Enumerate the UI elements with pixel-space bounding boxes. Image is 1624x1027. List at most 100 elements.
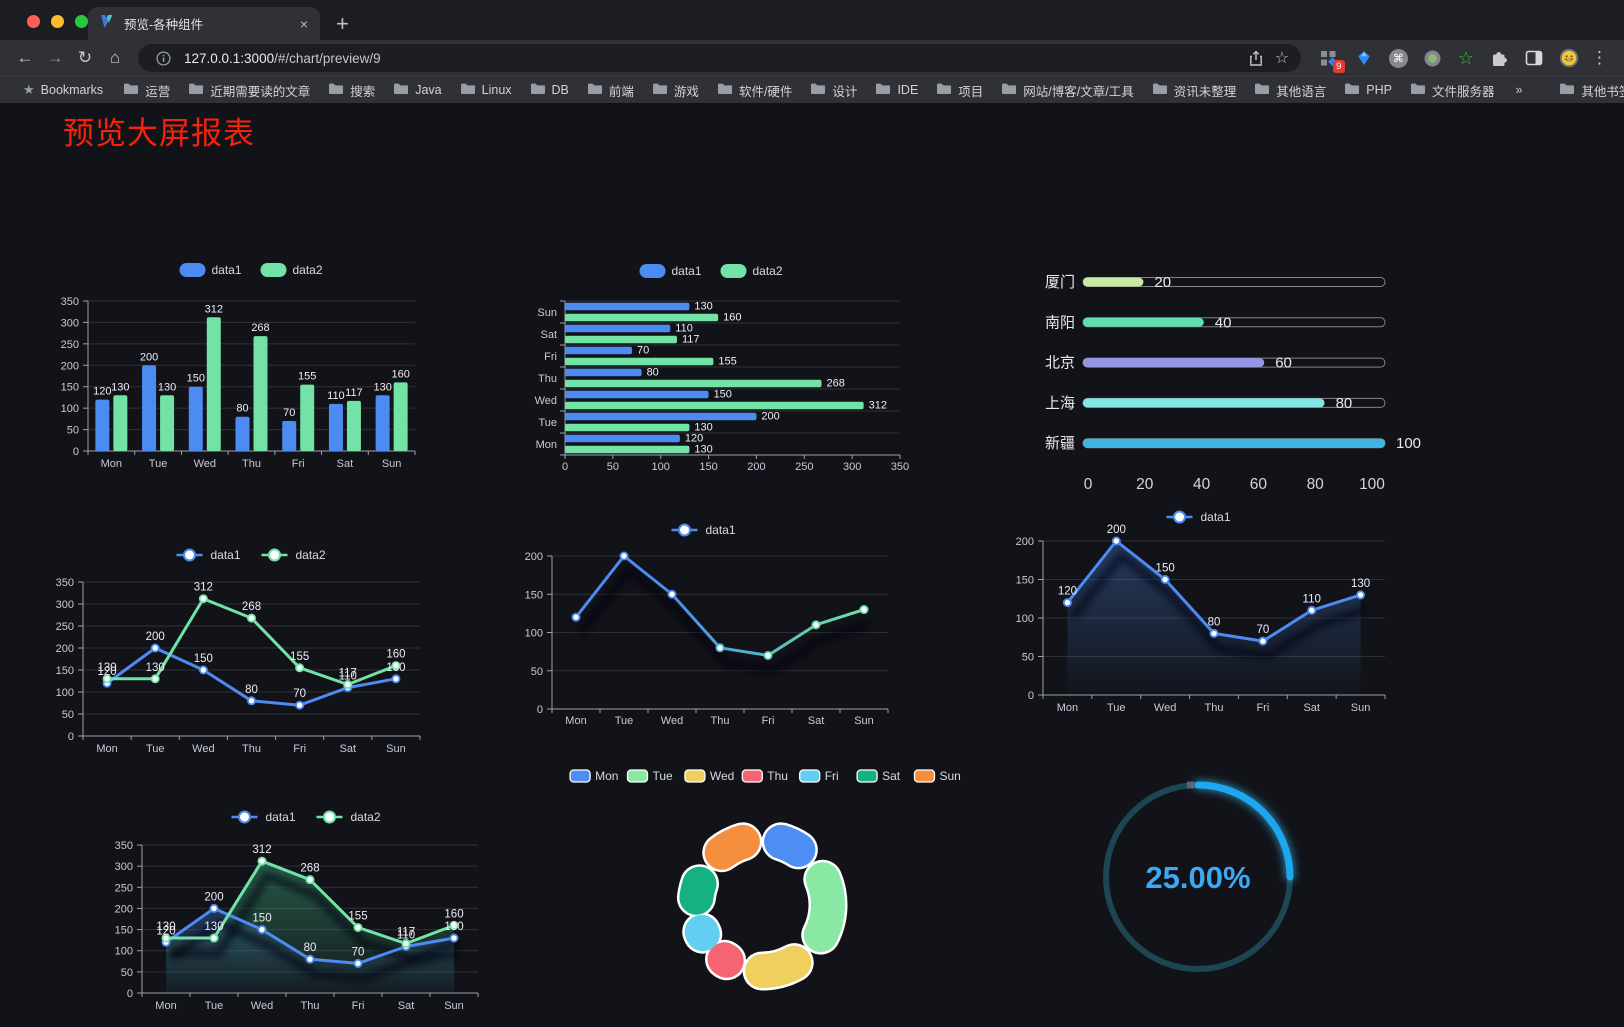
svg-text:200: 200: [1107, 524, 1126, 536]
grouped-bar-svg: 0 50 100 150 200 250 300 350 Mon Tue Wed Thu Fri Sat S…: [61, 263, 416, 470]
folder-icon: [1559, 82, 1575, 98]
bookmark-star-icon[interactable]: ☆: [1274, 50, 1290, 67]
back-button[interactable]: ←: [16, 48, 34, 67]
svg-text:Fri: Fri: [544, 351, 557, 363]
svg-text:100: 100: [56, 687, 74, 699]
home-button[interactable]: ⌂: [109, 48, 121, 67]
page-info-icon[interactable]: [150, 50, 176, 66]
share-icon[interactable]: [1243, 50, 1269, 67]
bookmark-folder-item[interactable]: 软件/硬件: [708, 78, 801, 103]
svg-text:Sun: Sun: [940, 769, 961, 783]
bookmark-folder-item[interactable]: 项目: [927, 78, 992, 103]
browser-menu-icon[interactable]: ⋮: [1591, 48, 1608, 67]
green-star-extension-icon[interactable]: ☆: [1457, 47, 1474, 68]
forward-button[interactable]: →: [46, 48, 64, 67]
folder-icon: [875, 82, 891, 98]
command-extension-icon[interactable]: ⌘: [1388, 48, 1408, 68]
svg-text:130: 130: [694, 422, 712, 434]
chart-line-two: 0 50 100 150 200 250 300 350 Mon Tue Wed Thu Fri Sat S…: [45, 528, 460, 760]
bookmark-folder-item[interactable]: 资讯未整理: [1143, 78, 1246, 103]
tab-close-icon[interactable]: ×: [299, 15, 308, 32]
svg-text:data1: data1: [706, 523, 736, 537]
window-controls[interactable]: [27, 15, 88, 28]
other-bookmarks[interactable]: 其他书签: [1550, 78, 1624, 103]
svg-text:Tue: Tue: [1107, 702, 1126, 714]
folder-icon: [1254, 82, 1270, 98]
svg-text:312: 312: [869, 400, 887, 412]
folder-icon: [1344, 82, 1360, 98]
line-two-series-svg: 0 50 100 150 200 250 300 350 Mon Tue Wed Thu Fri Sat S…: [56, 548, 421, 755]
bookmark-folder-item[interactable]: 前端: [578, 78, 643, 103]
bookmark-folder-item[interactable]: 搜索: [319, 78, 384, 103]
svg-text:70: 70: [293, 688, 306, 700]
svg-text:60: 60: [1250, 476, 1268, 493]
bookmarks-overflow-icon[interactable]: »: [1515, 83, 1523, 97]
maximize-window-button[interactable]: [75, 15, 88, 28]
gem-icon[interactable]: [1354, 48, 1374, 68]
svg-text:250: 250: [56, 621, 74, 633]
svg-text:120: 120: [156, 925, 175, 937]
bookmark-folder-item[interactable]: Linux: [451, 79, 521, 101]
extension-grid-icon[interactable]: 9: [1319, 48, 1345, 73]
svg-text:Tue: Tue: [653, 769, 674, 783]
sidebar-icon[interactable]: [1524, 48, 1544, 68]
svg-text:Thu: Thu: [242, 743, 261, 755]
profile-avatar[interactable]: [1559, 48, 1579, 68]
browser-chrome: 预览-各种组件 × + ← → ↻ ⌂ 127.0.0.1:3000/#/cha…: [0, 0, 1624, 103]
folder-icon: [1152, 82, 1168, 98]
new-tab-button[interactable]: +: [336, 11, 349, 36]
bookmark-folder-label: Linux: [481, 83, 512, 97]
svg-text:50: 50: [531, 666, 543, 678]
bookmark-folder-item[interactable]: 游戏: [643, 78, 708, 103]
svg-text:80: 80: [1208, 616, 1221, 628]
svg-text:Mon: Mon: [536, 439, 557, 451]
bookmark-folder-label: 前端: [608, 84, 634, 99]
svg-text:155: 155: [348, 910, 367, 922]
reload-button[interactable]: ↻: [77, 48, 93, 67]
bookmark-folder-label: 网站/博客/文章/工具: [1023, 84, 1134, 99]
address-bar[interactable]: 127.0.0.1:3000/#/chart/preview/9 ☆: [138, 44, 1301, 72]
svg-text:155: 155: [298, 371, 316, 383]
bookmark-folder-item[interactable]: DB: [521, 79, 578, 101]
bookmark-folder-item[interactable]: PHP: [1335, 79, 1401, 101]
svg-text:130: 130: [97, 662, 116, 674]
svg-text:120: 120: [97, 666, 116, 678]
svg-text:Thu: Thu: [1205, 702, 1224, 714]
svg-text:130: 130: [204, 921, 223, 933]
svg-text:120: 120: [1058, 586, 1077, 598]
puzzle-extensions-icon[interactable]: [1489, 48, 1509, 68]
svg-text:150: 150: [61, 382, 79, 394]
bookmark-folder-item[interactable]: Java: [384, 79, 450, 101]
svg-text:20: 20: [1136, 476, 1154, 493]
bookmark-folder-label: 近期需要读的文章: [210, 84, 311, 99]
browser-tab[interactable]: 预览-各种组件 ×: [88, 7, 320, 40]
bookmark-folder-label: IDE: [897, 83, 919, 97]
bookmark-folder-item[interactable]: 近期需要读的文章: [179, 78, 319, 103]
svg-text:120: 120: [685, 433, 703, 445]
page-title: 预览大屏报表: [63, 116, 255, 151]
record-circle-icon[interactable]: [1423, 48, 1443, 68]
svg-text:Wed: Wed: [251, 1000, 273, 1012]
svg-text:150: 150: [194, 653, 213, 665]
bookmarks-label: Bookmarks: [40, 83, 104, 97]
svg-text:350: 350: [56, 577, 74, 589]
bookmark-folder-item[interactable]: 文件服务器: [1401, 78, 1504, 103]
bookmark-folder-item[interactable]: 运营: [114, 78, 179, 103]
bookmark-folder-item[interactable]: 其他语言: [1245, 78, 1335, 103]
svg-text:150: 150: [187, 373, 205, 385]
minimize-window-button[interactable]: [51, 15, 64, 28]
bookmark-folder-item[interactable]: 设计: [801, 78, 866, 103]
close-window-button[interactable]: [27, 15, 40, 28]
svg-text:Wed: Wed: [194, 458, 216, 470]
bookmarks-root[interactable]: ★ Bookmarks: [14, 79, 112, 101]
svg-text:200: 200: [146, 631, 165, 643]
svg-text:70: 70: [352, 946, 365, 958]
svg-text:Sun: Sun: [444, 1000, 464, 1012]
svg-text:0: 0: [562, 461, 568, 473]
bookmark-folder-item[interactable]: 网站/博客/文章/工具: [992, 78, 1142, 103]
page-content: 预览大屏报表 0 50 100 150 200 250 300 350 Mon Tue Wed Thu…: [0, 103, 1624, 1027]
svg-text:Mon: Mon: [1057, 702, 1078, 714]
svg-text:100: 100: [115, 946, 133, 958]
bookmark-folder-item[interactable]: IDE: [866, 79, 927, 101]
svg-text:Wed: Wed: [710, 769, 734, 783]
